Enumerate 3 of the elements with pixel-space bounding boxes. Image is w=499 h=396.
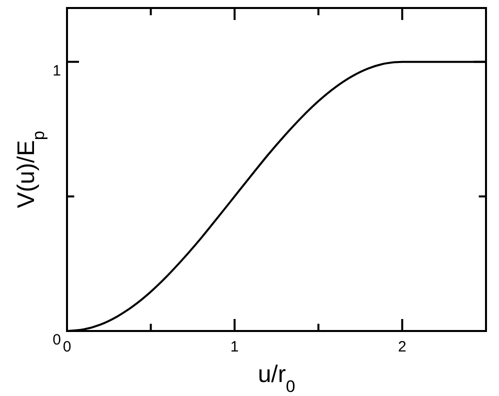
x-axis-title: u/r$_{0}$ (258, 361, 296, 396)
x-tick-label: 2 (398, 338, 406, 356)
x-tick-label: 1 (230, 338, 239, 356)
